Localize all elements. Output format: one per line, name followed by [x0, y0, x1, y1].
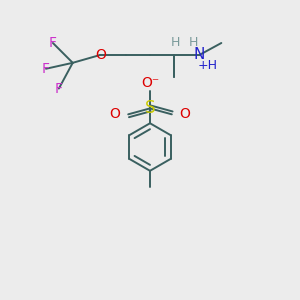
- Text: F: F: [42, 62, 50, 76]
- Text: H: H: [189, 35, 198, 49]
- Text: S: S: [145, 99, 155, 117]
- Text: N: N: [194, 47, 205, 62]
- Text: O: O: [180, 107, 190, 121]
- Text: +H: +H: [197, 59, 218, 72]
- Text: O: O: [95, 48, 106, 62]
- Text: F: F: [49, 36, 57, 50]
- Text: O: O: [110, 107, 120, 121]
- Text: H: H: [171, 37, 180, 50]
- Text: O⁻: O⁻: [141, 76, 159, 90]
- Text: F: F: [55, 82, 63, 96]
